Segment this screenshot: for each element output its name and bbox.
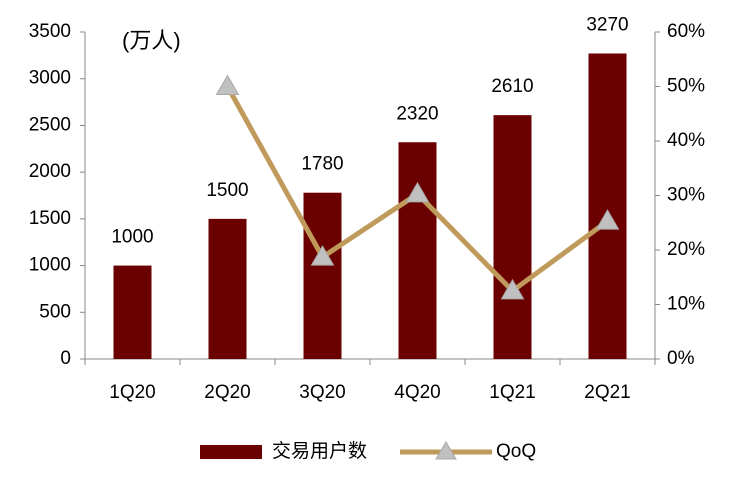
- y2-tick-label: 50%: [667, 76, 705, 97]
- marker: [405, 181, 430, 203]
- bar: [588, 53, 627, 359]
- x-tick-label: 1Q21: [489, 382, 535, 403]
- y2-tick-label: 10%: [667, 294, 705, 315]
- y-tick-label: 1000: [29, 255, 71, 276]
- y-tick-label: 1500: [29, 208, 71, 229]
- marker: [595, 209, 620, 230]
- data-label: 1500: [206, 180, 248, 201]
- bar: [113, 265, 152, 359]
- x-tick-label: 4Q20: [394, 382, 440, 403]
- x-tick-label: 2Q20: [204, 382, 250, 403]
- y2-tick-label: 0%: [667, 348, 695, 369]
- marker: [310, 245, 335, 266]
- data-label: 2320: [396, 103, 438, 124]
- data-label: 1780: [301, 154, 343, 175]
- legend-marker: [435, 441, 457, 460]
- marker: [500, 278, 525, 300]
- y-tick-label: 3000: [29, 68, 71, 89]
- y2-tick-label: 40%: [667, 130, 705, 151]
- data-label: 2610: [491, 76, 533, 97]
- legend-label: QoQ: [496, 441, 536, 462]
- legend-label: 交易用户数: [272, 440, 367, 462]
- bar: [493, 115, 532, 359]
- y-tick-label: 0: [60, 348, 71, 369]
- data-label: 1000: [111, 227, 153, 248]
- x-tick-label: 1Q20: [109, 382, 155, 403]
- y-tick-label: 2000: [29, 161, 71, 182]
- bar: [208, 218, 247, 359]
- y2-tick-label: 60%: [667, 21, 705, 42]
- bar: [398, 142, 437, 359]
- y-tick-label: 500: [39, 301, 71, 322]
- y-tick-label: 2500: [29, 114, 71, 135]
- x-tick-label: 3Q20: [299, 382, 345, 403]
- legend-swatch: [200, 445, 262, 459]
- unit-annotation: (万人): [122, 28, 181, 53]
- x-tick-label: 2Q21: [584, 382, 630, 403]
- data-label: 3270: [586, 15, 628, 36]
- y-tick-label: 3500: [29, 21, 71, 42]
- y2-tick-label: 30%: [667, 185, 705, 206]
- bar: [303, 192, 342, 359]
- y2-tick-label: 20%: [667, 239, 705, 260]
- marker: [215, 74, 240, 95]
